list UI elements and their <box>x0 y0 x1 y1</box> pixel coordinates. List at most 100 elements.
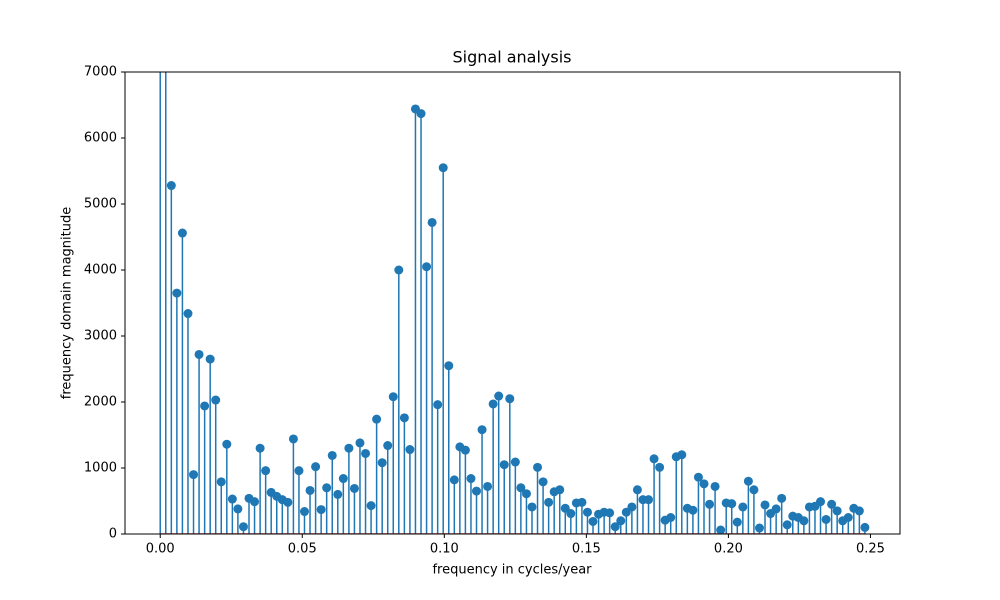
stem-marker <box>305 485 315 495</box>
stem-marker <box>399 413 409 423</box>
stem-marker <box>438 163 448 173</box>
stem-marker <box>510 457 520 467</box>
stem-marker <box>627 502 637 512</box>
stem-marker <box>227 494 237 504</box>
stem-marker <box>555 485 565 495</box>
stem-marker <box>338 474 348 484</box>
stem-marker <box>777 493 787 503</box>
stem-marker <box>760 500 770 510</box>
stem-marker <box>832 506 842 516</box>
stem-marker <box>738 502 748 512</box>
stem-marker <box>344 443 354 453</box>
stem-marker <box>433 400 443 410</box>
y-tick-label: 4000 <box>84 263 117 278</box>
stem-marker <box>383 441 393 451</box>
axes-frame <box>124 71 901 535</box>
stem-marker <box>610 522 620 532</box>
stem-marker <box>588 516 598 526</box>
stem-marker <box>366 501 376 511</box>
stem-marker <box>516 483 526 493</box>
stem-marker <box>322 483 332 493</box>
stem-marker <box>172 288 182 298</box>
stem-marker <box>716 525 726 534</box>
stem-marker <box>644 495 654 505</box>
stem-marker <box>566 509 576 519</box>
stem-marker <box>222 439 232 449</box>
stem-marker <box>211 395 221 405</box>
stem-marker <box>521 489 531 499</box>
stem-marker <box>327 450 337 460</box>
stem-marker <box>499 460 509 470</box>
stem-marker <box>732 517 742 527</box>
stem-marker <box>250 497 260 507</box>
stem-marker <box>688 505 698 515</box>
stem-marker <box>843 513 853 522</box>
x-axis-label: frequency in cycles/year <box>432 563 592 578</box>
stem-marker <box>189 470 199 480</box>
stem-marker <box>349 483 359 493</box>
y-tick-label: 5000 <box>84 197 117 212</box>
stem-marker <box>355 438 365 448</box>
stem-marker <box>483 481 493 491</box>
x-tick-label: 0.10 <box>430 542 459 557</box>
stem-marker <box>377 458 387 468</box>
stem-marker <box>743 476 753 486</box>
stem-marker <box>422 262 432 272</box>
stem-marker <box>749 485 759 495</box>
stem-marker <box>466 474 476 484</box>
x-tick-label: 0.15 <box>572 542 601 557</box>
stem-marker <box>605 508 615 518</box>
stem-marker <box>283 497 293 507</box>
stem-marker <box>754 523 764 533</box>
stem-marker <box>727 499 737 509</box>
stem-marker <box>544 497 554 507</box>
x-tick-label: 0.20 <box>714 542 743 557</box>
stem-marker <box>372 414 382 424</box>
y-tick-label: 6000 <box>84 131 117 146</box>
stem-marker <box>316 505 326 515</box>
stem-marker <box>460 445 470 455</box>
stem-marker <box>299 507 309 517</box>
stem-marker <box>782 520 792 530</box>
stem-marker <box>860 522 870 532</box>
stem-marker <box>394 265 404 275</box>
stem-marker <box>238 522 248 532</box>
stem-marker <box>666 513 676 522</box>
stem-marker <box>183 309 193 319</box>
stem-marker <box>799 516 809 526</box>
stem-marker <box>693 472 703 482</box>
y-tick-label: 7000 <box>84 65 117 80</box>
stem-marker <box>166 181 176 191</box>
stem-marker <box>255 443 265 453</box>
stem-marker <box>505 394 515 404</box>
stem-marker <box>177 228 187 238</box>
stem-marker <box>233 504 243 514</box>
stem-marker <box>427 217 437 227</box>
stem-marker <box>649 454 659 464</box>
x-tick-label: 0.05 <box>288 542 317 557</box>
stem-marker <box>577 497 587 507</box>
stem-marker <box>361 448 371 458</box>
stem-marker <box>827 499 837 509</box>
stem-marker <box>311 462 321 472</box>
stem-marker <box>261 466 271 476</box>
stem-marker <box>699 479 709 489</box>
y-tick-label: 3000 <box>84 329 117 344</box>
y-tick-label: 0 <box>109 527 117 542</box>
stem-marker <box>416 109 426 119</box>
stem-marker <box>200 401 210 411</box>
stem-marker <box>333 489 343 499</box>
stem-marker <box>477 425 487 435</box>
stem-marker <box>205 354 215 364</box>
plot-area <box>159 72 870 534</box>
stem-marker <box>527 502 537 512</box>
stem-marker <box>705 499 715 509</box>
stem-marker <box>854 506 864 516</box>
stem-marker <box>677 450 687 460</box>
stem-marker <box>655 462 665 472</box>
stem-marker <box>216 477 226 487</box>
stem-marker <box>288 434 298 444</box>
stem-marker <box>821 514 831 524</box>
